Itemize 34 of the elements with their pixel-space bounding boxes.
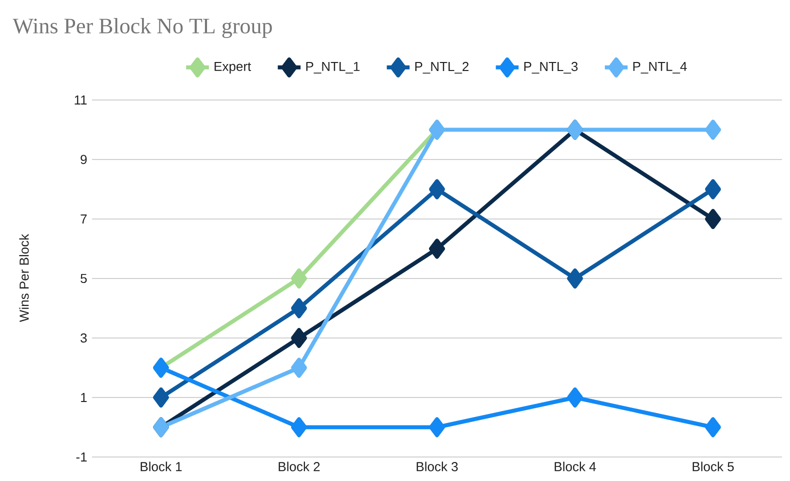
legend-label: P_NTL_1 bbox=[306, 62, 360, 74]
legend-label: P_NTL_4 bbox=[633, 62, 687, 74]
x-tick-label: Block 5 bbox=[692, 462, 734, 472]
point bbox=[291, 298, 308, 318]
point bbox=[566, 268, 583, 288]
point bbox=[429, 179, 445, 200]
point bbox=[291, 417, 308, 438]
y-tick-label: 1 bbox=[81, 393, 87, 402]
point bbox=[566, 387, 583, 408]
point bbox=[429, 417, 445, 438]
legend-label: Expert bbox=[214, 62, 252, 74]
point bbox=[704, 417, 721, 438]
point bbox=[704, 179, 721, 200]
point bbox=[291, 328, 308, 348]
legend-label: P_NTL_3 bbox=[524, 62, 578, 74]
y-tick-label: 5 bbox=[80, 274, 87, 284]
legend-label: P_NTL_2 bbox=[415, 62, 469, 74]
x-tick-label: Block 4 bbox=[554, 462, 596, 472]
x-tick-label: Block 2 bbox=[278, 462, 320, 472]
chart-title: Wins Per Block No TL group bbox=[12, 18, 272, 38]
point bbox=[704, 208, 721, 229]
point bbox=[291, 268, 308, 288]
point bbox=[153, 387, 170, 408]
x-tick-label: Block 3 bbox=[416, 462, 458, 472]
x-tick-label: Block 1 bbox=[140, 462, 182, 472]
point bbox=[704, 120, 721, 140]
y-tick-label: 11 bbox=[74, 96, 87, 104]
point bbox=[429, 238, 445, 259]
y-tick-label: 9 bbox=[80, 154, 87, 164]
y-tick-label: 3 bbox=[80, 333, 87, 343]
y-axis-title: Wins Per Block bbox=[19, 234, 29, 322]
point bbox=[291, 358, 308, 378]
y-tick-label: 7 bbox=[80, 214, 87, 224]
y-tick-label: -1 bbox=[76, 452, 87, 462]
